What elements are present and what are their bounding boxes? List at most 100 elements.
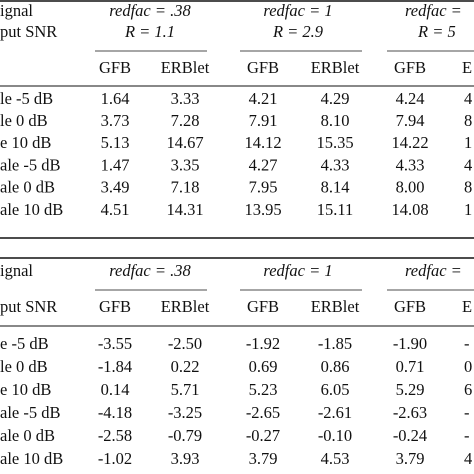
row-label: ale -5 dB — [0, 155, 60, 174]
subheader-cell: ERBlet — [161, 58, 210, 77]
group-header: redfac = .38 — [109, 261, 191, 280]
row-label: le 0 dB — [0, 111, 48, 130]
cell: 7.28 — [171, 111, 200, 130]
cell: 8 — [464, 178, 472, 197]
cell: 3.33 — [171, 89, 200, 108]
cell: 1 — [464, 200, 472, 219]
cell: 4 — [464, 89, 472, 108]
cell: 13.95 — [244, 200, 281, 219]
cell: 8.10 — [321, 111, 350, 130]
cell: -1.02 — [98, 449, 132, 468]
cell: 4.51 — [101, 200, 130, 219]
cell: 7.18 — [171, 178, 200, 197]
cell: - — [464, 334, 470, 353]
subheader-cell: GFB — [99, 58, 131, 77]
cell: 4.53 — [321, 449, 350, 468]
subheader-cell: ERBlet — [311, 297, 360, 316]
row-label: ale 10 dB — [0, 449, 63, 468]
cell: -0.79 — [168, 426, 202, 445]
group-header: redfac = — [405, 1, 462, 20]
cell: 4.33 — [396, 155, 425, 174]
header-cell: put SNR — [0, 297, 57, 316]
cell: -1.92 — [246, 334, 280, 353]
cell: -2.50 — [168, 334, 202, 353]
header-cell: ignal — [0, 1, 33, 20]
cell: 6 — [464, 380, 472, 399]
cell: 0.69 — [249, 357, 278, 376]
cell: 5.29 — [396, 380, 425, 399]
subheader-cell: ERBlet — [161, 297, 210, 316]
cell: -2.65 — [246, 403, 280, 422]
row-label: e -5 dB — [0, 334, 49, 353]
cell: 15.35 — [316, 133, 353, 152]
group-header: redfac = — [405, 261, 462, 280]
cell: 8.00 — [396, 178, 425, 197]
header-cell: put SNR — [0, 22, 57, 41]
subheader-cell: GFB — [247, 58, 279, 77]
cell: 4.27 — [249, 155, 278, 174]
header-cell: ignal — [0, 261, 33, 280]
subheader-cell: GFB — [99, 297, 131, 316]
cell: 8.14 — [321, 178, 350, 197]
row-label: e 10 dB — [0, 133, 51, 152]
cell: -1.90 — [393, 334, 427, 353]
group-header: redfac = 1 — [263, 1, 332, 20]
subheader-cell: ERBlet — [311, 58, 360, 77]
cell: 6.05 — [321, 380, 350, 399]
cell: 4.24 — [396, 89, 425, 108]
cell: - — [464, 426, 470, 445]
row-label: ale 10 dB — [0, 200, 63, 219]
cell: 15.11 — [317, 200, 354, 219]
group-header: R = 1.1 — [124, 22, 175, 41]
cell: -2.61 — [318, 403, 352, 422]
row-label: e 10 dB — [0, 380, 51, 399]
row-label: le -5 dB — [0, 89, 53, 108]
cell: 8 — [464, 111, 472, 130]
subheader-cell: GFB — [247, 297, 279, 316]
cell: 0.86 — [321, 357, 350, 376]
cell: 0.14 — [101, 380, 130, 399]
cell: 5.13 — [101, 133, 130, 152]
cell: 5.23 — [249, 380, 278, 399]
group-header: R = 5 — [417, 22, 456, 41]
cell: 4 — [464, 449, 472, 468]
row-label: ale 0 dB — [0, 178, 55, 197]
cell: 0.71 — [396, 357, 425, 376]
row-label: ale 0 dB — [0, 426, 55, 445]
cell: 3.35 — [171, 155, 200, 174]
cell: 14.22 — [391, 133, 428, 152]
cell: 3.73 — [101, 111, 130, 130]
cell: -4.18 — [98, 403, 132, 422]
cell: -3.55 — [98, 334, 132, 353]
cell: -0.27 — [246, 426, 280, 445]
row-label: ale -5 dB — [0, 403, 60, 422]
cell: -1.84 — [98, 357, 132, 376]
cell: 1 — [464, 133, 472, 152]
cell: 3.79 — [396, 449, 425, 468]
cell: 7.94 — [396, 111, 425, 130]
cell: 14.08 — [391, 200, 428, 219]
cell: 14.12 — [244, 133, 281, 152]
group-header: redfac = .38 — [109, 1, 191, 20]
cell: 14.67 — [166, 133, 203, 152]
cell: 4 — [464, 155, 472, 174]
cell: -2.63 — [393, 403, 427, 422]
group-header: redfac = 1 — [263, 261, 332, 280]
subheader-cell: E — [462, 58, 472, 77]
group-header: R = 2.9 — [272, 22, 323, 41]
cell: 3.49 — [101, 178, 130, 197]
cell: -2.58 — [98, 426, 132, 445]
cell: - — [464, 403, 470, 422]
row-label: le 0 dB — [0, 357, 48, 376]
cell: 14.31 — [166, 200, 203, 219]
subheader-cell: GFB — [394, 58, 426, 77]
cell: 3.79 — [249, 449, 278, 468]
cell: 4.21 — [249, 89, 278, 108]
subheader-cell: GFB — [394, 297, 426, 316]
cell: 4.33 — [321, 155, 350, 174]
cell: 1.64 — [101, 89, 130, 108]
cell: 3.93 — [171, 449, 200, 468]
cell: -0.24 — [393, 426, 427, 445]
cell: 0 — [464, 357, 472, 376]
